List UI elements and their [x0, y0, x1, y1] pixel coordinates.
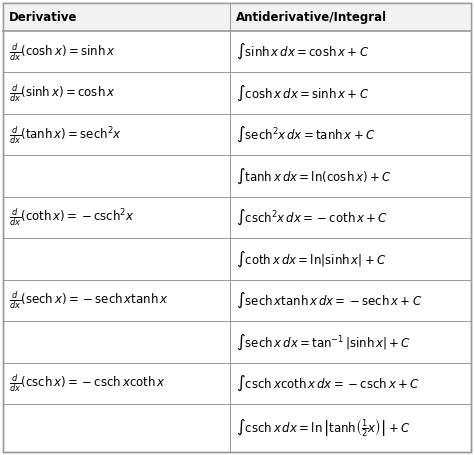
Text: $\int \mathrm{sech}\,x\,dx = \tan^{-1}|\sinh x| + C$: $\int \mathrm{sech}\,x\,dx = \tan^{-1}|\…: [236, 333, 411, 352]
Bar: [3, 3, 471, 31]
Text: $\int \mathrm{csch}\,x\,dx = \ln\left|\tanh\!\left(\frac{1}{2}x\right)\right| + : $\int \mathrm{csch}\,x\,dx = \ln\left|\t…: [236, 417, 410, 439]
Text: $\frac{d}{dx}(\tanh x) = \mathrm{sech}^2 x$: $\frac{d}{dx}(\tanh x) = \mathrm{sech}^2…: [9, 124, 122, 146]
Text: Derivative: Derivative: [9, 10, 78, 24]
Text: $\frac{d}{dx}(\sinh x) = \cosh x$: $\frac{d}{dx}(\sinh x) = \cosh x$: [9, 82, 116, 104]
Text: $\int \mathrm{sech}^2 x\,dx = \tanh x + C$: $\int \mathrm{sech}^2 x\,dx = \tanh x + …: [236, 125, 375, 144]
Text: $\int \tanh x\,dx = \ln(\cosh x) + C$: $\int \tanh x\,dx = \ln(\cosh x) + C$: [236, 167, 392, 186]
Text: $\int \sinh x\,dx = \cosh x + C$: $\int \sinh x\,dx = \cosh x + C$: [236, 42, 369, 61]
Text: $\int \mathrm{csch}^2 x\,dx = -\coth x + C$: $\int \mathrm{csch}^2 x\,dx = -\coth x +…: [236, 208, 388, 228]
Text: $\frac{d}{dx}(\cosh x) = \sinh x$: $\frac{d}{dx}(\cosh x) = \sinh x$: [9, 41, 116, 63]
Text: $\int \mathrm{csch}\,x\coth x\,dx = -\mathrm{csch}\,x + C$: $\int \mathrm{csch}\,x\coth x\,dx = -\ma…: [236, 374, 419, 393]
Text: $\frac{d}{dx}(\coth x) = -\mathrm{csch}^2 x$: $\frac{d}{dx}(\coth x) = -\mathrm{csch}^…: [9, 207, 135, 228]
Text: $\int \mathrm{sech}\,x\tanh x\,dx = -\mathrm{sech}\,x + C$: $\int \mathrm{sech}\,x\tanh x\,dx = -\ma…: [236, 291, 422, 310]
Text: $\frac{d}{dx}(\mathrm{csch}\,x) = -\mathrm{csch}\,x\coth x$: $\frac{d}{dx}(\mathrm{csch}\,x) = -\math…: [9, 373, 166, 394]
Text: Antiderivative/Integral: Antiderivative/Integral: [236, 10, 387, 24]
Text: $\int \coth x\,dx = \ln|\sinh x| + C$: $\int \coth x\,dx = \ln|\sinh x| + C$: [236, 249, 386, 269]
Text: $\int \cosh x\,dx = \sinh x + C$: $\int \cosh x\,dx = \sinh x + C$: [236, 84, 369, 103]
Text: $\frac{d}{dx}(\mathrm{sech}\,x) = -\mathrm{sech}\,x\tanh x$: $\frac{d}{dx}(\mathrm{sech}\,x) = -\math…: [9, 290, 168, 312]
